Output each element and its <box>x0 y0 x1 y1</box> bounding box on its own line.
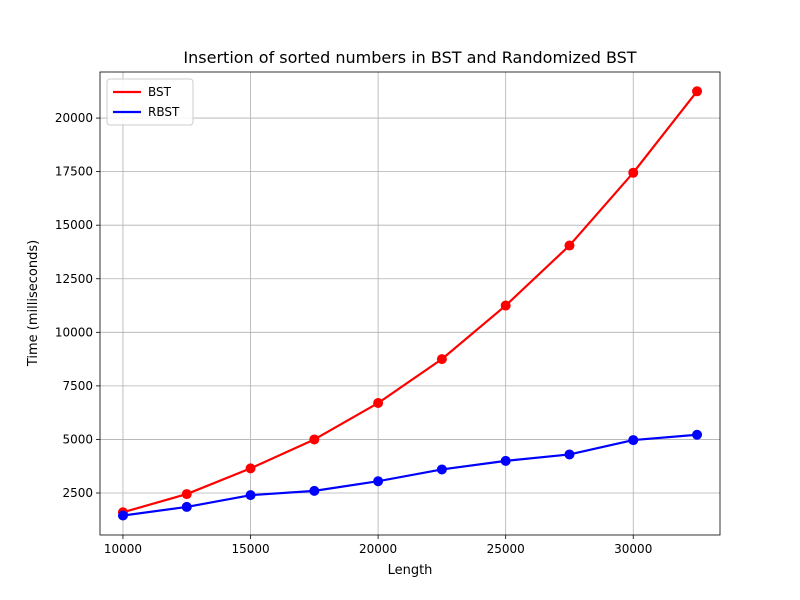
x-tick-label: 30000 <box>614 542 652 556</box>
legend-label-bst: BST <box>148 85 172 99</box>
legend-label-rbst: RBST <box>148 105 180 119</box>
data-point-rbst <box>436 464 447 475</box>
x-tick-label: 15000 <box>231 542 269 556</box>
data-point-bst <box>373 398 384 409</box>
data-point-bst <box>564 240 575 251</box>
data-point-rbst <box>245 490 256 501</box>
y-tick-label: 7500 <box>62 379 93 393</box>
data-point-bst <box>181 489 192 500</box>
y-tick-label: 2500 <box>62 486 93 500</box>
data-point-rbst <box>373 476 384 487</box>
chart-title: Insertion of sorted numbers in BST and R… <box>183 48 636 67</box>
x-tick-label: 20000 <box>359 542 397 556</box>
legend-box <box>106 78 194 126</box>
data-point-bst <box>309 434 320 445</box>
data-point-rbst <box>628 435 639 446</box>
x-tick-label: 25000 <box>487 542 525 556</box>
x-tick-label: 10000 <box>104 542 142 556</box>
y-tick-label: 12500 <box>55 272 93 286</box>
data-point-bst <box>628 167 639 178</box>
data-point-rbst <box>692 429 703 440</box>
data-point-bst <box>245 463 256 474</box>
data-point-bst <box>436 354 447 365</box>
data-point-rbst <box>500 455 511 466</box>
data-point-bst <box>692 86 703 97</box>
data-point-rbst <box>181 501 192 512</box>
y-tick-label: 20000 <box>55 111 93 125</box>
x-axis-label: Length <box>388 563 433 578</box>
y-axis-label: Time (milliseconds) <box>26 240 41 367</box>
series-line-rbst <box>122 433 698 517</box>
data-point-rbst <box>117 510 128 521</box>
data-point-rbst <box>564 449 575 460</box>
y-tick-label: 15000 <box>55 218 93 232</box>
y-tick-label: 10000 <box>55 325 93 339</box>
plot-frame <box>99 71 721 536</box>
y-tick-label: 17500 <box>55 165 93 179</box>
y-tick-label: 5000 <box>62 432 93 446</box>
series-line-bst <box>122 90 698 514</box>
data-point-bst <box>500 300 511 311</box>
data-point-rbst <box>309 485 320 496</box>
